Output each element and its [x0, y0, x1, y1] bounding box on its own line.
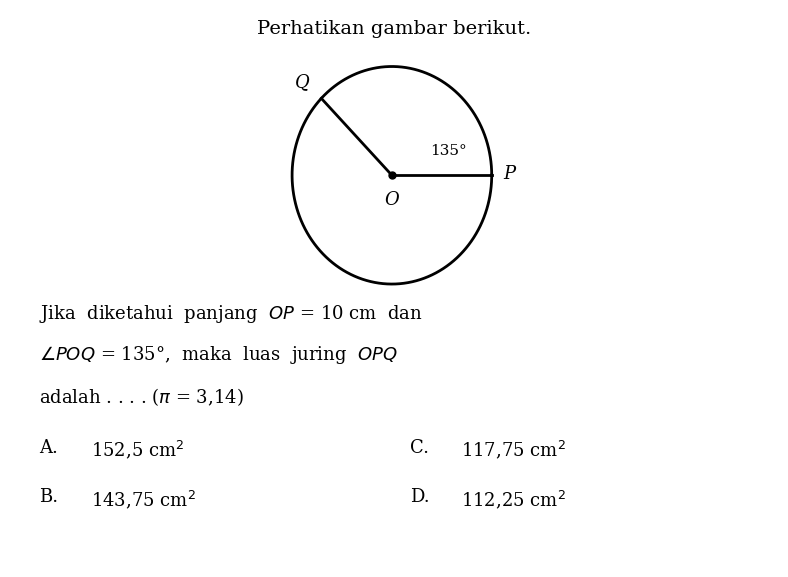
Text: $\angle POQ$ = 135°,  maka  luas  juring  $OPQ$: $\angle POQ$ = 135°, maka luas juring $O… [39, 344, 398, 366]
Text: Q: Q [295, 73, 310, 91]
Text: O: O [385, 191, 400, 209]
Text: 117,75 cm$^2$: 117,75 cm$^2$ [461, 439, 566, 462]
Text: P: P [504, 164, 516, 182]
Text: C.: C. [410, 439, 429, 457]
Text: adalah . . . . ($\pi$ = 3,14): adalah . . . . ($\pi$ = 3,14) [39, 386, 244, 408]
Text: Perhatikan gambar berikut.: Perhatikan gambar berikut. [257, 20, 531, 38]
Text: 143,75 cm$^2$: 143,75 cm$^2$ [91, 488, 195, 511]
Text: Jika  diketahui  panjang  $OP$ = 10 cm  dan: Jika diketahui panjang $OP$ = 10 cm dan [39, 303, 423, 325]
Text: 152,5 cm$^2$: 152,5 cm$^2$ [91, 439, 184, 462]
Text: D.: D. [410, 488, 429, 506]
Text: 135°: 135° [429, 144, 466, 158]
Text: B.: B. [39, 488, 58, 506]
Text: A.: A. [39, 439, 58, 457]
Text: 112,25 cm$^2$: 112,25 cm$^2$ [461, 488, 566, 511]
